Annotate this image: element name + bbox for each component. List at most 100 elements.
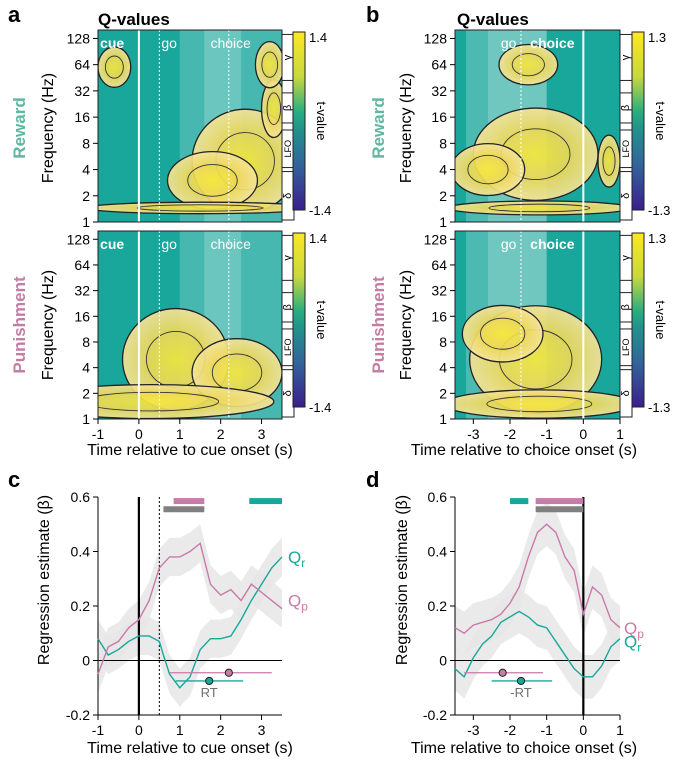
y-tick-label: 16 xyxy=(74,109,90,125)
cluster-contour xyxy=(511,53,545,77)
y-tick-label: 8 xyxy=(439,334,447,350)
rt-label: -RT xyxy=(510,685,531,700)
cluster-blob xyxy=(461,304,544,363)
y-tick-label: 4 xyxy=(439,360,447,376)
y-tick-label: 1 xyxy=(82,411,90,427)
event-label-choice: choice xyxy=(210,236,251,252)
x-tick-label: 0 xyxy=(579,722,587,738)
x-tick-label: 0 xyxy=(579,426,587,442)
heatmap-frame xyxy=(454,29,621,223)
colorbar xyxy=(292,31,306,211)
colorbar xyxy=(631,31,645,211)
cluster-contour xyxy=(488,203,591,213)
rt-mean-Qp xyxy=(224,668,233,677)
series-label-sub: p xyxy=(301,600,308,614)
ylabel-b-reward: Frequency (Hz) xyxy=(398,73,415,183)
cluster-blob xyxy=(455,200,620,216)
event-label-choice: choice xyxy=(530,236,575,252)
y-tick-label: 32 xyxy=(431,283,447,299)
y-tick-label: 32 xyxy=(74,283,90,299)
cluster-contour xyxy=(266,92,282,125)
ylabel-a-reward: Frequency (Hz) xyxy=(40,73,57,183)
y-tick-label: 2 xyxy=(439,188,447,204)
x-tick-label: 2 xyxy=(217,426,225,442)
y-tick-label: 16 xyxy=(431,308,447,324)
y-tick-label: 0.6 xyxy=(428,489,448,505)
x-tick-label: -1 xyxy=(92,426,105,442)
panel-label-c: c xyxy=(8,467,20,492)
series-line-Qp xyxy=(454,523,621,635)
band-label-2: LFO xyxy=(621,140,631,158)
heatmap-b-punishment: go choice 1 2 4 8 16 32 64 128 γ β LFO δ 1.3 -1.3 t-valu… xyxy=(424,230,670,427)
y-tick-label: 1 xyxy=(439,214,447,230)
band-label-0: γ xyxy=(620,255,632,261)
panel-label-a: a xyxy=(8,2,21,27)
series-label-sub: r xyxy=(637,640,641,654)
y-tick-label: 8 xyxy=(82,334,90,350)
band-label-0: γ xyxy=(620,54,632,60)
event-label-go: go xyxy=(501,35,517,51)
x-tick-label: -1 xyxy=(92,722,105,738)
cluster-contour xyxy=(136,204,264,212)
sig-bar-Qr xyxy=(249,498,282,505)
cluster-contour xyxy=(187,164,238,197)
y-tick-label: 32 xyxy=(74,83,90,99)
colorbar-max: 1.4 xyxy=(309,30,327,45)
event-label-choice: choice xyxy=(530,35,575,51)
y-tick-label: 4 xyxy=(82,162,90,178)
heatmap-frame xyxy=(454,230,621,420)
colorbar-label: t-value xyxy=(314,300,329,339)
y-tick-label: 64 xyxy=(431,57,447,73)
y-tick-label: -0.2 xyxy=(66,707,90,723)
cluster-contour xyxy=(602,146,616,176)
series-line-Qp xyxy=(97,542,283,675)
colorbar-max: 1.3 xyxy=(648,30,666,45)
colorbar-max: 1.3 xyxy=(648,231,666,246)
y-tick-label: 0.4 xyxy=(71,544,91,560)
event-label-cue: cue xyxy=(100,35,124,51)
y-tick-label: 128 xyxy=(67,30,91,46)
heatmap-frame xyxy=(97,230,283,420)
y-tick-label: 4 xyxy=(439,162,447,178)
y-tick-label: 2 xyxy=(439,385,447,401)
heatmap-clusters xyxy=(98,40,282,215)
y-tick-label: 1 xyxy=(82,214,90,230)
colorbar-min: -1.4 xyxy=(309,400,331,415)
xlabel-a: Time relative to cue onset (s) xyxy=(87,442,293,459)
event-label-go: go xyxy=(161,35,177,51)
y-tick-label: 4 xyxy=(82,360,90,376)
y-tick-label: 0.2 xyxy=(428,598,448,614)
sig-bar-both xyxy=(163,506,205,513)
series-label-main: Q xyxy=(288,548,301,567)
y-tick-label: -0.2 xyxy=(423,707,447,723)
y-tick-label: 128 xyxy=(424,231,448,247)
band-label-3: δ xyxy=(282,390,294,396)
cluster-blob xyxy=(98,201,282,215)
y-tick-label: 128 xyxy=(424,30,448,46)
x-tick-label: -1 xyxy=(540,722,553,738)
cluster-contour xyxy=(104,55,124,79)
cluster-blob xyxy=(455,142,526,197)
band-label-2: LFO xyxy=(283,339,293,357)
y-tick-label: 64 xyxy=(431,257,447,273)
y-tick-label: 16 xyxy=(431,109,447,125)
sig-bar-Qp xyxy=(173,498,205,505)
x-tick-label: 1 xyxy=(616,426,624,442)
rt-mean-Qr xyxy=(205,676,214,686)
y-tick-label: 64 xyxy=(74,257,90,273)
band-label-1: β xyxy=(620,105,632,111)
row-label-a-punishment: Punishment xyxy=(10,276,29,374)
sig-bar-Qp xyxy=(535,498,584,505)
ylabel-d: Regression estimate (β) xyxy=(394,495,411,665)
cluster-blob xyxy=(98,46,132,88)
heatmap-clusters xyxy=(455,304,620,419)
series-label-main: Q xyxy=(624,632,637,651)
band-label-2: LFO xyxy=(283,140,293,158)
rt-mean-Qp xyxy=(498,668,507,677)
band-label-0: γ xyxy=(282,255,294,261)
cluster-contour xyxy=(467,154,509,185)
y-tick-label: 2 xyxy=(82,188,90,204)
